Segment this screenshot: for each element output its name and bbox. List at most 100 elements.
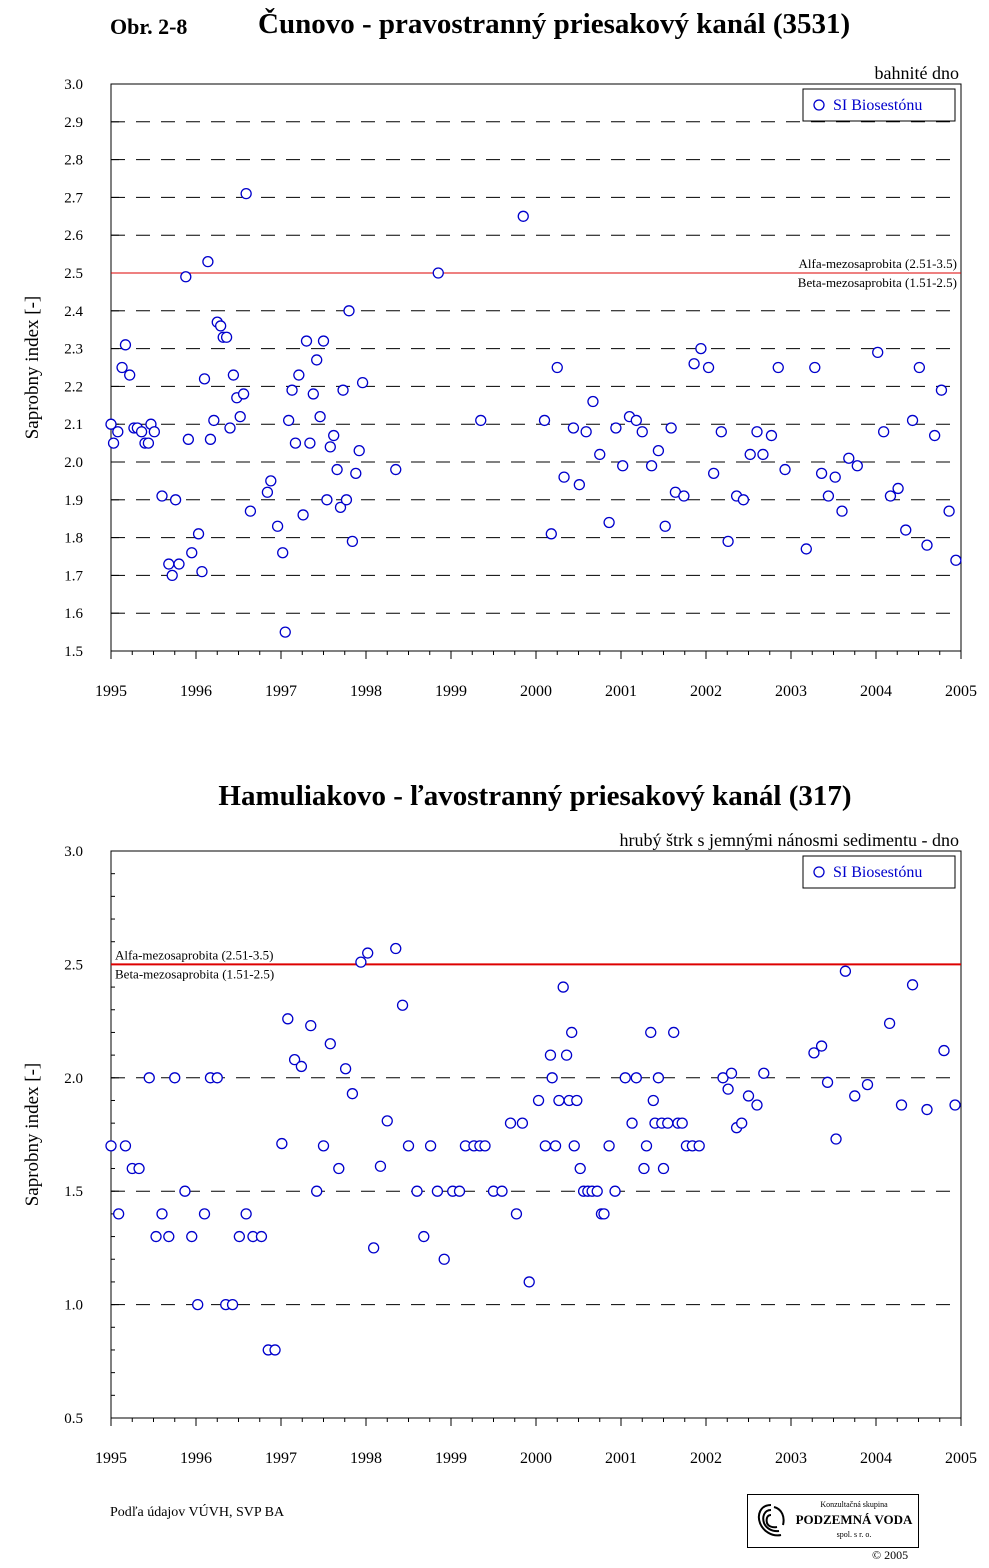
chart-2-data-point: [609, 1185, 621, 1197]
chart-1-data-point: [321, 494, 333, 506]
chart-1-data-point: [156, 490, 168, 502]
chart-2-data-point: [367, 1242, 380, 1254]
chart-1-data-point: [124, 369, 136, 381]
chart-2-data-point: [751, 1099, 763, 1111]
chart-2-ytick-label: 0.5: [64, 1411, 83, 1427]
chart-2-data-point: [532, 1094, 545, 1107]
chart-1-data-point: [851, 460, 863, 472]
chart-1-data-point: [913, 361, 925, 374]
chart-2-data-point: [861, 1078, 874, 1091]
chart-2-data-point: [255, 1230, 268, 1243]
chart-1-data-point: [340, 494, 353, 506]
chart-2-data-point: [758, 1067, 770, 1079]
chart-1-data-point: [169, 494, 182, 506]
chart-2-data-point: [574, 1162, 586, 1175]
chart-1-data-point: [350, 467, 362, 479]
chart-2-data-point: [233, 1230, 246, 1243]
copyright: © 2005: [872, 1548, 909, 1562]
chart-2-data-point: [647, 1094, 659, 1107]
chart-2-data-point: [921, 1103, 933, 1116]
chart-1-subtitle: bahnité dno: [875, 63, 959, 83]
chart-1-xtick-label: 2002: [690, 683, 722, 700]
chart-2-data-point: [736, 1117, 748, 1129]
chart-1-data-point: [603, 516, 615, 529]
chart-1-ytick-label: 1.9: [64, 493, 83, 509]
chart-1-xtick-label: 2000: [520, 683, 552, 700]
chart-1-data-point: [702, 361, 715, 374]
chart-1-data-point: [538, 414, 551, 427]
chart-2-data-point: [479, 1140, 491, 1152]
chart-2-threshold-label-below: Beta-mezosaprobita (1.51-2.5): [115, 966, 274, 981]
chart-2-legend-marker: [813, 866, 825, 878]
chart-1-legend-marker: [813, 99, 825, 111]
chart-1-ytick-label: 1.8: [64, 531, 83, 547]
chart-2-data-point: [560, 1049, 573, 1061]
chart-1-data-point: [112, 426, 124, 438]
chart-2-ytick-label: 2.0: [64, 1071, 83, 1087]
chart-1-threshold-label-above: Alfa-mezosaprobita (2.51-3.5): [799, 256, 957, 271]
chart-1-data-point: [214, 320, 227, 332]
chart-2-data-point: [211, 1072, 223, 1084]
chart-2-data-point: [381, 1115, 393, 1127]
chart-1-ytick-label: 1.5: [64, 644, 83, 660]
chart-1-data-point: [261, 486, 274, 498]
chart-1-data-point: [148, 426, 161, 438]
chart-1-data-point: [950, 554, 962, 566]
chart-1-data-point: [293, 369, 305, 381]
chart-2-data-point: [938, 1044, 950, 1057]
chart-1-data-point: [390, 463, 402, 476]
chart-2-data-point: [179, 1185, 191, 1197]
chart-2-data-point: [815, 1040, 828, 1052]
chart-2-xtick-label: 2003: [775, 1450, 807, 1467]
chart-1-data-point: [929, 429, 941, 442]
chart-1-data-point: [551, 361, 563, 374]
chart-1-data-point: [757, 448, 769, 461]
chart-1-ytick-label: 1.7: [64, 568, 83, 584]
chart-1-data-point: [688, 358, 700, 370]
chart-2-data-point: [546, 1072, 558, 1084]
chart-1-data-point: [432, 267, 444, 279]
chart-1-data-point: [279, 626, 291, 638]
chart-2-data-point: [339, 1063, 352, 1075]
chart-2-data-point: [676, 1117, 688, 1129]
chart-2-data-point: [523, 1276, 535, 1288]
chart-2-data-point: [150, 1230, 162, 1243]
chart-1-data-point: [119, 339, 132, 351]
chart-2-data-point: [510, 1208, 523, 1220]
chart-1-data-point: [198, 373, 211, 385]
chart-2-data-point: [113, 1208, 125, 1220]
chart-2-data-point: [598, 1208, 610, 1220]
chart-2-data-point: [668, 1026, 680, 1039]
chart-1-data-point: [517, 210, 529, 222]
chart-1-data-point: [772, 361, 784, 374]
chart-1-ytick-label: 2.6: [64, 228, 83, 244]
chart-1-data-point: [884, 490, 897, 502]
chart-2-legend-label: SI Biosestónu: [833, 864, 922, 881]
chart-2-data-point: [311, 1185, 323, 1197]
chart-2-data-point: [571, 1094, 583, 1107]
chart-2-xtick-label: 1998: [350, 1450, 382, 1467]
chart-1-ytick-label: 2.5: [64, 266, 83, 282]
chart-2-title: Hamuliakovo - ľavostranný priesakový kan…: [218, 780, 852, 812]
chart-2-data-point: [603, 1140, 615, 1152]
logo-top-text: Konzultačná skupina: [820, 1500, 888, 1509]
chart-1-xtick-label: 1996: [180, 683, 212, 700]
chart-1-xtick-label: 2004: [860, 683, 892, 700]
chart-2-data-point: [418, 1230, 430, 1243]
chart-1-data-point: [116, 361, 128, 374]
chart-1-data-point: [906, 414, 919, 427]
chart-2-data-point: [657, 1162, 670, 1175]
chart-2-xtick-label: 2001: [605, 1450, 637, 1467]
chart-1-xtick-label: 2005: [945, 683, 977, 700]
chart-1-data-point: [271, 520, 284, 532]
chart-2-data-point: [390, 942, 402, 955]
chart-2-data-point: [411, 1185, 423, 1197]
chart-1-data-point: [300, 335, 313, 347]
chart-1-data-point: [744, 448, 756, 461]
chart-1-data-point: [244, 505, 257, 517]
chart-1-data-point: [208, 414, 220, 427]
chart-2-data-point: [808, 1047, 820, 1059]
chart-1-data-point: [356, 376, 369, 389]
chart-2-ytick-label: 2.5: [64, 957, 83, 973]
